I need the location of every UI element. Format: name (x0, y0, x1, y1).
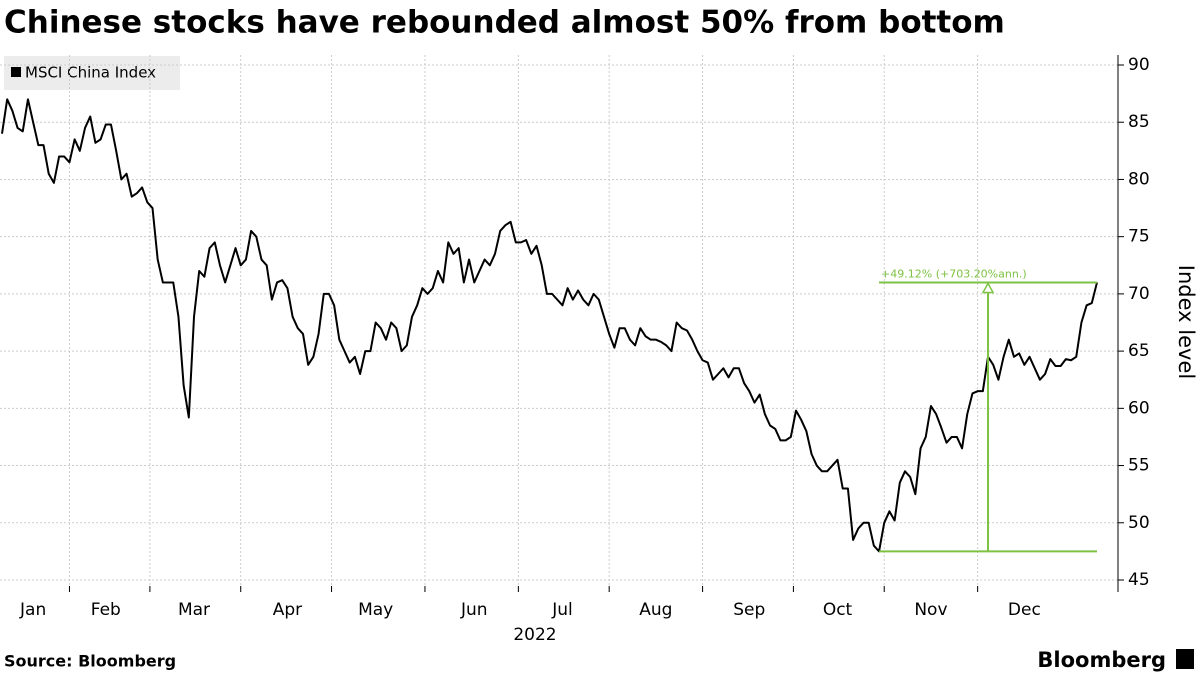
y-tick-label: 45 (1128, 570, 1150, 590)
x-tick-label: Jul (551, 600, 573, 620)
legend-label: MSCI China Index (25, 64, 156, 82)
y-tick-label: 60 (1128, 398, 1150, 418)
x-tick-label: Aug (639, 600, 672, 620)
x-tick-label: Sep (733, 600, 765, 620)
x-tick-label: Feb (91, 600, 121, 620)
y-tick-label: 85 (1128, 112, 1150, 132)
x-tick-label: Jun (460, 600, 488, 620)
y-tick-label: 55 (1128, 456, 1150, 476)
y-tick-label: 75 (1128, 227, 1150, 247)
line (1, 98, 1098, 553)
y-tick-label: 70 (1128, 284, 1150, 304)
y-tick-label: 50 (1128, 513, 1150, 533)
legend (4, 56, 180, 90)
x-tick-label: Dec (1008, 600, 1041, 620)
x-tick-label: Jan (19, 600, 46, 620)
x-tick-label: Mar (178, 600, 210, 620)
y-tick-label: 65 (1128, 341, 1150, 361)
chart-title: Chinese stocks have rebounded almost 50%… (4, 5, 1005, 41)
y-tick-label: 90 (1128, 55, 1150, 75)
annotation-arrowhead (981, 281, 995, 294)
brand-icon (1176, 649, 1194, 669)
legend-swatch (11, 67, 21, 77)
y-tick-label: 80 (1128, 169, 1150, 189)
x-tick-label: Oct (823, 600, 853, 620)
x-tick-label: May (358, 600, 393, 620)
source: Source: Bloomberg (4, 652, 176, 671)
x-tick-label: Nov (914, 600, 947, 620)
brand: Bloomberg (1037, 648, 1166, 672)
x-axis-label: 2022 (513, 625, 556, 645)
x-tick-label: Apr (273, 600, 302, 620)
annotation-text: +49.12% (+703.20%ann.) (881, 267, 1027, 280)
y-axis-label: Index level (1174, 265, 1198, 379)
